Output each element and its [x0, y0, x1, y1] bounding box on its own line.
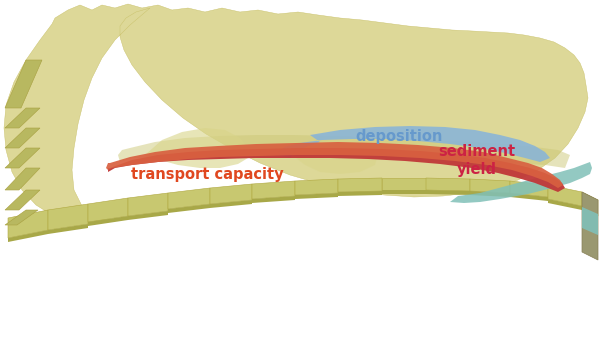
Polygon shape [295, 179, 338, 195]
Polygon shape [88, 198, 128, 222]
Polygon shape [128, 193, 168, 216]
Polygon shape [252, 181, 295, 199]
Polygon shape [426, 190, 470, 195]
Polygon shape [278, 126, 550, 162]
Polygon shape [145, 128, 248, 168]
Polygon shape [4, 4, 588, 222]
Polygon shape [8, 230, 48, 242]
Polygon shape [5, 60, 42, 108]
Polygon shape [108, 148, 565, 192]
Polygon shape [210, 200, 252, 208]
Polygon shape [168, 204, 210, 213]
Polygon shape [582, 208, 598, 220]
Polygon shape [450, 162, 592, 203]
Polygon shape [470, 179, 510, 193]
Polygon shape [426, 178, 470, 191]
Polygon shape [48, 204, 88, 230]
Polygon shape [295, 140, 378, 174]
Polygon shape [5, 210, 38, 225]
Polygon shape [582, 207, 598, 235]
Polygon shape [5, 148, 40, 168]
Polygon shape [295, 193, 338, 199]
Polygon shape [210, 184, 252, 204]
Polygon shape [48, 224, 88, 234]
Polygon shape [118, 135, 570, 168]
Polygon shape [128, 211, 168, 220]
Polygon shape [382, 190, 426, 194]
Text: sediment
yield: sediment yield [439, 144, 515, 177]
Polygon shape [510, 193, 548, 201]
Polygon shape [548, 185, 582, 206]
Polygon shape [582, 192, 598, 216]
Polygon shape [5, 128, 40, 148]
Polygon shape [338, 191, 382, 196]
Text: transport capacity: transport capacity [131, 167, 283, 182]
Polygon shape [8, 210, 48, 238]
Polygon shape [338, 178, 382, 192]
Polygon shape [168, 188, 210, 209]
Polygon shape [88, 216, 128, 226]
Text: deposition: deposition [355, 129, 443, 144]
Polygon shape [5, 190, 40, 210]
Polygon shape [470, 191, 510, 197]
Polygon shape [5, 108, 40, 128]
Polygon shape [382, 178, 426, 190]
Polygon shape [5, 168, 40, 190]
Polygon shape [106, 142, 563, 188]
Polygon shape [510, 181, 548, 197]
Polygon shape [582, 192, 598, 260]
Polygon shape [252, 196, 295, 203]
Polygon shape [548, 199, 582, 210]
